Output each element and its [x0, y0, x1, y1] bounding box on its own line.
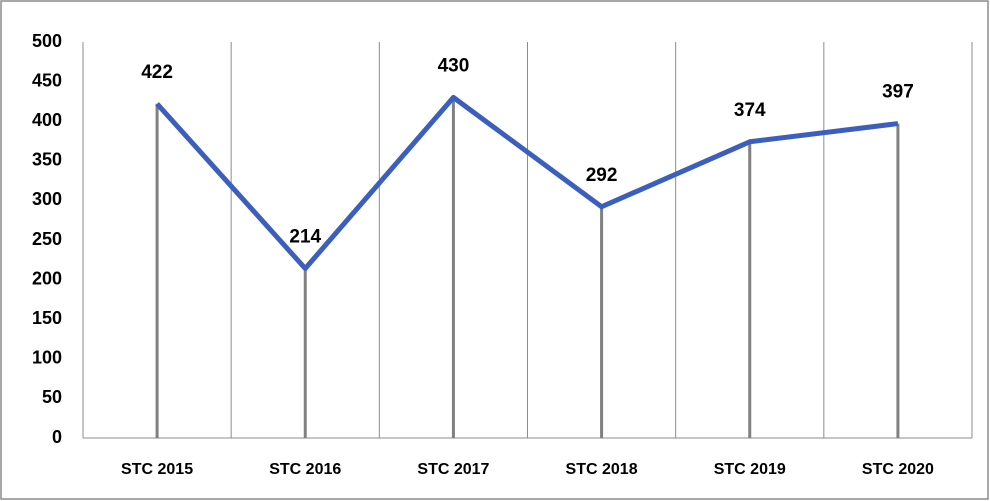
data-label: 374: [734, 100, 766, 121]
y-tick-label: 450: [32, 70, 62, 90]
x-tick-label: STC 2019: [714, 461, 786, 478]
x-tick-label: STC 2015: [121, 461, 193, 478]
y-tick-label: 200: [32, 268, 62, 288]
y-tick-label: 350: [32, 150, 62, 170]
x-tick-label: STC 2020: [862, 461, 934, 478]
line-series: [155, 94, 899, 272]
y-tick-label: 150: [32, 308, 62, 328]
y-tick-label: 400: [32, 110, 62, 130]
data-label: 397: [882, 82, 914, 103]
x-tick-label: STC 2017: [417, 461, 489, 478]
y-tick-label: 250: [32, 229, 62, 249]
y-tick-label: 300: [32, 189, 62, 209]
y-tick-label: 0: [52, 427, 62, 447]
data-label: 430: [438, 55, 470, 76]
data-label: 214: [289, 227, 321, 248]
y-tick-label: 500: [32, 31, 62, 51]
y-tick-label: 50: [42, 387, 62, 407]
data-label: 292: [586, 165, 618, 186]
y-tick-label: 100: [32, 348, 62, 368]
x-tick-label: STC 2018: [566, 461, 638, 478]
x-tick-label: STC 2016: [269, 461, 341, 478]
data-label: 422: [141, 62, 173, 83]
